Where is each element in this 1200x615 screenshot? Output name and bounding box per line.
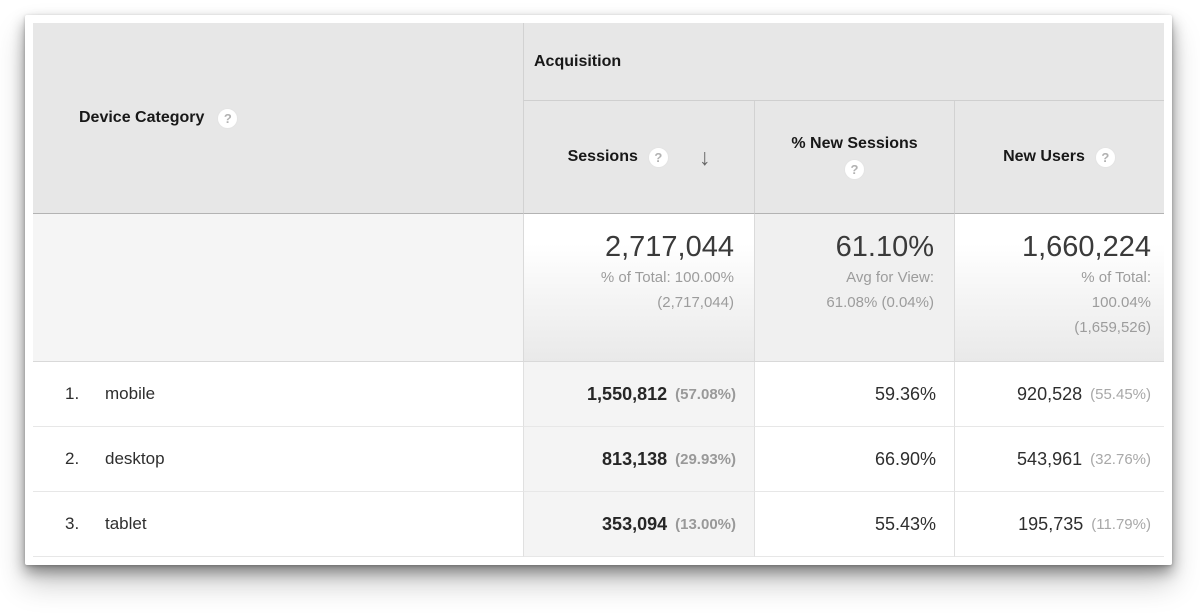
new-users-total-subtext: (1,659,526) xyxy=(1074,319,1151,336)
device-category-header-cell[interactable]: Device Category ? xyxy=(33,23,523,214)
new-users-percent: (55.45%) xyxy=(1090,385,1151,403)
new-users-value: 920,528 xyxy=(1017,383,1083,404)
sessions-percent: (57.08%) xyxy=(675,385,736,403)
new-users-total-value: 1,660,224 xyxy=(1021,231,1151,263)
new-sessions-avg-subtext: 61.08% (0.04%) xyxy=(826,294,934,311)
sessions-total-subtext: (2,717,044) xyxy=(657,294,734,311)
row-rank: 2. xyxy=(65,449,80,468)
sessions-total-subtext: % of Total: 100.00% xyxy=(600,269,734,286)
help-icon[interactable]: ? xyxy=(1094,146,1116,168)
new-sessions-column-header[interactable]: % New Sessions ? xyxy=(754,101,954,214)
new-sessions-avg-subtext: Avg for View: xyxy=(846,269,934,286)
sessions-column-header[interactable]: Sessions ? ↓ xyxy=(523,101,754,214)
new-sessions-value: 59.36% xyxy=(874,383,936,404)
device-label: tablet xyxy=(105,514,147,533)
summary-sessions-cell: 2,717,044 % of Total: 100.00% (2,717,044… xyxy=(523,214,754,362)
sessions-value: 1,550,812 xyxy=(587,383,668,404)
sessions-total-value: 2,717,044 xyxy=(604,231,734,263)
sessions-percent: (13.00%) xyxy=(675,515,736,533)
table-row-device-cell: 1. mobile xyxy=(33,362,523,427)
acquisition-group-label: Acquisition xyxy=(534,52,622,70)
new-users-column-header[interactable]: New Users ? xyxy=(954,101,1164,214)
help-icon[interactable]: ? xyxy=(844,158,865,180)
new-users-total-subtext: % of Total: xyxy=(1081,269,1151,286)
summary-empty-cell xyxy=(33,214,523,362)
table-row-new-sessions-cell: 59.36% xyxy=(754,362,954,427)
table-row-sessions-cell: 1,550,812 (57.08%) xyxy=(523,362,754,427)
device-category-table: Device Category ? Acquisition Sessions ?… xyxy=(33,23,1164,557)
sessions-percent: (29.93%) xyxy=(675,450,736,468)
row-rank: 1. xyxy=(65,384,80,403)
help-icon[interactable]: ? xyxy=(647,146,669,168)
device-category-header-label: Device Category xyxy=(79,109,205,126)
device-label: desktop xyxy=(105,449,165,468)
new-sessions-value: 66.90% xyxy=(874,448,936,469)
row-rank: 3. xyxy=(65,514,80,533)
table-row-device-cell: 2. desktop xyxy=(33,427,523,492)
new-users-value: 543,961 xyxy=(1017,448,1083,469)
new-sessions-value: 55.43% xyxy=(874,513,936,534)
sessions-value: 353,094 xyxy=(602,513,668,534)
summary-new-users-cell: 1,660,224 % of Total: 100.04% (1,659,526… xyxy=(954,214,1164,362)
table-row-sessions-cell: 813,138 (29.93%) xyxy=(523,427,754,492)
new-users-header-label: New Users xyxy=(1003,148,1085,165)
table-row-device-cell: 3. tablet xyxy=(33,492,523,557)
table-row-sessions-cell: 353,094 (13.00%) xyxy=(523,492,754,557)
new-users-percent: (32.76%) xyxy=(1090,450,1151,468)
summary-new-sessions-cell: 61.10% Avg for View: 61.08% (0.04%) xyxy=(754,214,954,362)
acquisition-group-header-cell: Acquisition xyxy=(523,23,1164,101)
new-users-value: 195,735 xyxy=(1018,513,1084,534)
help-icon[interactable]: ? xyxy=(217,107,239,129)
table-row-new-users-cell: 195,735 (11.79%) xyxy=(954,492,1164,557)
sessions-header-label: Sessions xyxy=(567,148,638,165)
new-sessions-avg-value: 61.10% xyxy=(835,231,934,263)
sort-descending-icon[interactable]: ↓ xyxy=(698,143,711,170)
new-users-percent: (11.79%) xyxy=(1091,515,1151,533)
device-label: mobile xyxy=(105,384,156,403)
sessions-value: 813,138 xyxy=(602,448,668,469)
new-users-total-subtext: 100.04% xyxy=(1091,294,1151,311)
table-row-new-sessions-cell: 66.90% xyxy=(754,427,954,492)
new-sessions-header-label: % New Sessions xyxy=(791,134,918,152)
table-row-new-users-cell: 543,961 (32.76%) xyxy=(954,427,1164,492)
table-row-new-users-cell: 920,528 (55.45%) xyxy=(954,362,1164,427)
table-row-new-sessions-cell: 55.43% xyxy=(754,492,954,557)
analytics-table-card: Device Category ? Acquisition Sessions ?… xyxy=(25,15,1172,565)
